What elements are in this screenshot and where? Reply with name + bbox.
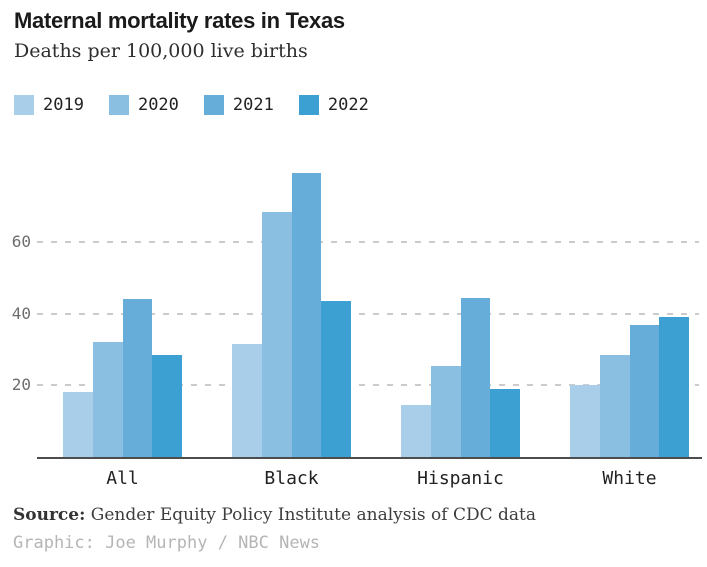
- legend-item-2022: 2022: [298, 95, 369, 115]
- gridline-20: [37, 384, 699, 387]
- x-axis-label-all: All: [106, 468, 139, 489]
- legend-item-2019: 2019: [14, 95, 84, 115]
- bar-hispanic-2020: [430, 366, 461, 457]
- y-tick-label-60: 60: [11, 232, 31, 252]
- y-tick-label-20: 20: [11, 375, 31, 395]
- bar-group-all: [63, 299, 182, 457]
- x-axis-label-hispanic: Hispanic: [417, 468, 504, 489]
- bar-black-2021: [291, 173, 322, 457]
- bar-group-black: [232, 173, 351, 457]
- source-line: Source: Gender Equity Policy Institute a…: [13, 505, 536, 525]
- bar-white-2021: [629, 325, 660, 457]
- bar-black-2019: [232, 344, 262, 457]
- credit-line: Graphic: Joe Murphy / NBC News: [13, 533, 321, 553]
- bar-black-2020: [261, 212, 292, 457]
- legend-item-label: 2020: [137, 95, 179, 115]
- source-label: Source:: [13, 505, 86, 525]
- bar-white-2020: [599, 355, 630, 457]
- gridline-40: [37, 312, 699, 315]
- x-axis-label-white: White: [602, 468, 657, 489]
- bar-group-white: [570, 317, 689, 457]
- legend-swatch-2019: [14, 95, 34, 115]
- bar-all-2019: [63, 392, 93, 457]
- bar-all-2022: [152, 355, 182, 457]
- bar-white-2019: [570, 385, 600, 457]
- y-tick-label-40: 40: [11, 303, 31, 323]
- source-text: Gender Equity Policy Institute analysis …: [85, 505, 536, 525]
- bar-group-hispanic: [401, 298, 520, 457]
- bar-hispanic-2019: [401, 405, 431, 457]
- legend-item-2020: 2020: [108, 95, 179, 115]
- legend-swatch-2020: [108, 95, 129, 115]
- legend-item-label: 2021: [232, 95, 274, 115]
- x-axis-label-black: Black: [264, 468, 319, 489]
- bar-hispanic-2021: [460, 298, 491, 457]
- legend-swatch-2021: [203, 95, 224, 115]
- bar-black-2022: [321, 301, 351, 457]
- chart-title: Maternal mortality rates in Texas: [14, 8, 345, 33]
- legend-swatch-2022: [298, 95, 319, 115]
- bar-hispanic-2022: [490, 389, 520, 457]
- legend-item-label: 2022: [327, 95, 369, 115]
- bar-white-2022: [659, 317, 689, 457]
- legend-item-2021: 2021: [203, 95, 274, 115]
- chart-subtitle: Deaths per 100,000 live births: [14, 40, 308, 62]
- legend-item-label: 2019: [43, 95, 84, 115]
- bar-all-2020: [92, 342, 123, 457]
- gridline-60: [37, 241, 699, 244]
- legend: 2019 2020 2021 2022: [14, 95, 369, 115]
- plot-area: 20 40 60 All Black Hispanic White: [12, 150, 702, 489]
- bar-all-2021: [122, 299, 153, 457]
